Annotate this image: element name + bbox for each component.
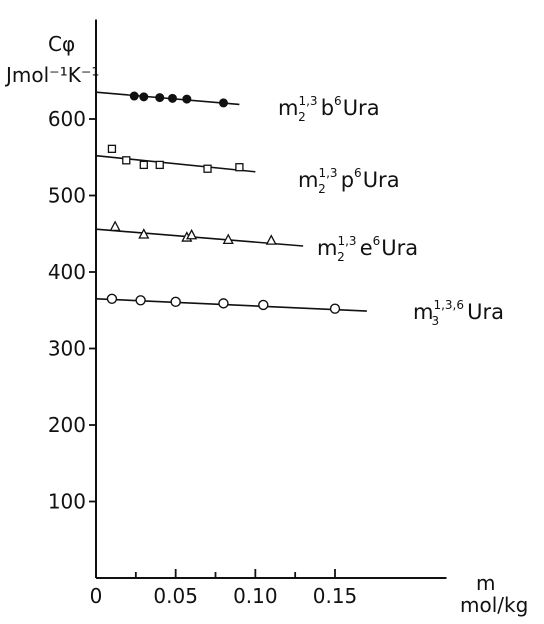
x-tick-label: 0.15 <box>313 584 358 608</box>
series-1: m1,3 2 b6Ura <box>95 91 380 124</box>
data-point <box>107 144 117 153</box>
x-axis-unit: mol/kg <box>460 593 528 617</box>
series-2: m1,3 2 p6Ura <box>95 144 400 196</box>
fit-line <box>95 154 256 173</box>
x-tick-label: 0.05 <box>153 584 198 608</box>
data-point <box>265 234 277 245</box>
y-axis-label: Cφ <box>48 32 75 56</box>
data-point <box>135 295 146 306</box>
data-point <box>170 296 181 308</box>
series-label: m1,3 2 p6Ura <box>298 166 400 196</box>
series-label: m1,3 2 b6Ura <box>278 94 380 124</box>
y-tick-label: 500 <box>48 184 86 208</box>
data-point <box>258 299 269 311</box>
data-point <box>329 303 341 314</box>
x-tick-label: 0 <box>90 584 103 608</box>
data-point <box>139 92 149 102</box>
series-layer: m1,3 2 b6Ura m1,3 2 p6Ura m1,3 2 e6Ura m1,3,6 3 Ura <box>95 91 504 328</box>
data-point <box>106 293 118 304</box>
series-label: m1,3 2 e6Ura <box>317 234 418 264</box>
data-point <box>182 94 192 104</box>
data-point <box>218 298 229 309</box>
x-tick-label: 0.10 <box>233 584 278 608</box>
data-point <box>222 233 234 245</box>
axes <box>95 19 447 579</box>
data-point <box>155 160 164 170</box>
y-tick-label: 300 <box>48 337 86 361</box>
x-axis-label: m <box>476 571 495 595</box>
data-point <box>155 93 165 103</box>
x-ticks: 0 0.05 0.10 0.15 <box>90 569 358 608</box>
data-point <box>235 163 244 172</box>
data-point <box>138 228 150 239</box>
data-point <box>122 156 131 165</box>
y-ticks: 100 200 300 400 500 600 <box>48 107 96 514</box>
y-tick-label: 400 <box>48 260 86 284</box>
data-point <box>109 220 121 232</box>
y-tick-label: 100 <box>48 490 86 514</box>
data-point <box>186 228 198 240</box>
series-4: m1,3,6 3 Ura <box>95 293 504 328</box>
data-point <box>203 164 212 173</box>
data-point <box>218 98 228 108</box>
data-point <box>129 91 139 101</box>
fit-line <box>95 91 240 106</box>
y-tick-label: 200 <box>48 413 86 437</box>
y-tick-label: 600 <box>48 107 86 131</box>
y-axis-unit: Jmol⁻¹K⁻¹ <box>4 63 99 87</box>
data-point <box>139 160 148 170</box>
series-3: m1,3 2 e6Ura <box>95 220 418 264</box>
series-label: m1,3,6 3 Ura <box>413 298 504 328</box>
data-point <box>167 93 177 103</box>
